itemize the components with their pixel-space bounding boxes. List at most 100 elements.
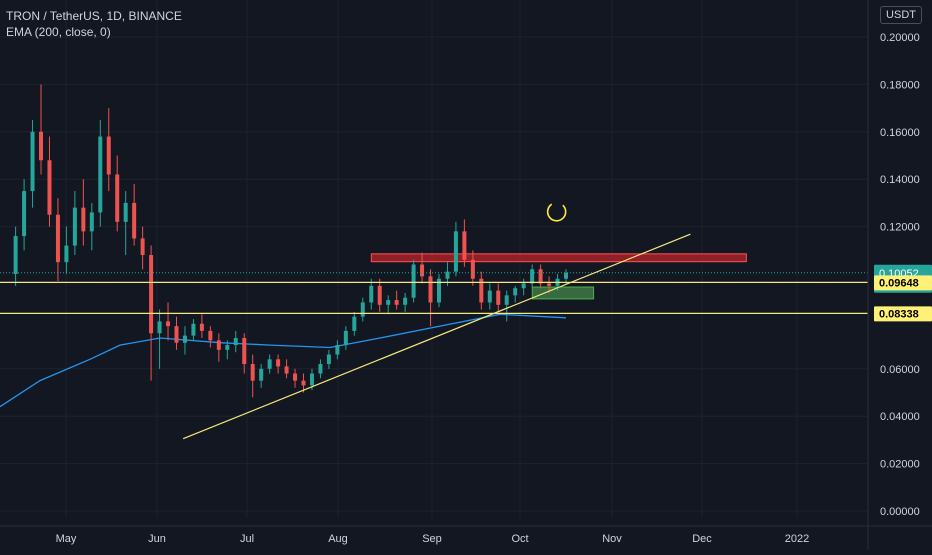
- candle-body: [335, 345, 340, 355]
- candle-body: [386, 300, 391, 305]
- time-tick-label: Dec: [692, 533, 712, 545]
- candle: [89, 202, 94, 251]
- candle: [22, 179, 27, 251]
- candle-body: [13, 236, 18, 274]
- candle: [360, 297, 365, 322]
- resistance-zone: [370, 253, 747, 263]
- candle: [115, 155, 120, 232]
- candle: [343, 326, 348, 350]
- time-tick-label: Sep: [422, 533, 442, 545]
- candle: [166, 302, 171, 341]
- candle-body: [276, 359, 281, 367]
- candle: [55, 198, 60, 282]
- candle-body: [547, 283, 552, 286]
- candle-body: [504, 295, 509, 305]
- candle-body: [98, 136, 103, 213]
- circle-arrow-icon[interactable]: [546, 203, 567, 222]
- candle: [530, 264, 535, 289]
- candle: [479, 271, 484, 310]
- candle: [250, 354, 255, 398]
- candle: [377, 278, 382, 312]
- time-tick-label: May: [56, 533, 77, 545]
- level-price-badge: [874, 306, 932, 322]
- candle: [453, 221, 458, 277]
- candle: [233, 330, 238, 353]
- candle-body: [369, 285, 374, 303]
- candle-body: [140, 238, 145, 256]
- candle: [538, 264, 543, 289]
- candle-body: [496, 290, 501, 305]
- candle-body: [242, 337, 247, 365]
- candle: [369, 278, 374, 310]
- currency-button[interactable]: USDT: [880, 6, 922, 24]
- candle: [513, 285, 518, 303]
- time-tick-label: Aug: [328, 533, 348, 545]
- level-price-value: 0.08338: [879, 308, 919, 320]
- price-tick-label: 0.00000: [880, 506, 920, 518]
- candle-body: [530, 269, 535, 284]
- candle: [140, 226, 145, 270]
- candle: [208, 326, 213, 348]
- candle-body: [157, 321, 162, 334]
- price-tick-label: 0.02000: [880, 459, 920, 471]
- candle-body: [343, 330, 348, 346]
- time-tick-label: Jul: [240, 533, 254, 545]
- candle-body: [436, 278, 441, 303]
- candle: [242, 333, 247, 374]
- time-tick-label: 2022: [785, 533, 809, 545]
- candle-body: [360, 302, 365, 317]
- trendline[interactable]: [182, 233, 691, 440]
- candle-body: [106, 136, 111, 175]
- candle-body: [538, 269, 543, 284]
- candle-body: [293, 373, 298, 381]
- level-price-badge: [874, 275, 932, 291]
- candle: [47, 136, 52, 227]
- candle-body: [132, 202, 137, 239]
- candle: [13, 226, 18, 286]
- level-price-value: 0.09648: [879, 277, 919, 289]
- candle: [106, 108, 111, 192]
- candle-body: [47, 160, 52, 215]
- price-tick-label: 0.14000: [880, 174, 920, 186]
- candle-body: [352, 316, 357, 331]
- ema-line: [0, 313, 567, 408]
- indicator-legend[interactable]: EMA (200, close, 0): [6, 25, 111, 39]
- price-tick-label: 0.18000: [880, 79, 920, 91]
- candle-body: [199, 323, 204, 331]
- candle: [30, 119, 35, 208]
- candle-body: [479, 278, 484, 303]
- time-tick-label: Oct: [511, 533, 528, 545]
- candle-body: [208, 330, 213, 341]
- candle: [326, 349, 331, 369]
- candle: [318, 359, 323, 379]
- candle: [335, 340, 340, 360]
- candle: [267, 354, 272, 374]
- candle-body: [72, 207, 77, 246]
- candle: [174, 316, 179, 350]
- candle-body: [259, 368, 264, 381]
- price-tick-label: 0.12000: [880, 222, 920, 234]
- candle-body: [81, 207, 86, 232]
- candle: [487, 283, 492, 310]
- candle-body: [284, 366, 289, 374]
- candle-body: [191, 323, 196, 336]
- price-tick-label: 0.06000: [880, 364, 920, 376]
- candle: [284, 359, 289, 379]
- candle-body: [487, 290, 492, 303]
- candle: [420, 252, 425, 284]
- candle: [123, 191, 128, 256]
- candle: [496, 283, 501, 312]
- time-tick-label: Jun: [148, 533, 166, 545]
- candle: [182, 326, 187, 355]
- candle-body: [309, 373, 314, 386]
- candle: [199, 314, 204, 338]
- candle: [157, 309, 162, 369]
- candle: [191, 319, 196, 341]
- candle-body: [250, 364, 255, 381]
- candle-body: [22, 191, 27, 237]
- candle-body: [513, 288, 518, 296]
- candle-body: [394, 300, 399, 305]
- candle: [259, 364, 264, 388]
